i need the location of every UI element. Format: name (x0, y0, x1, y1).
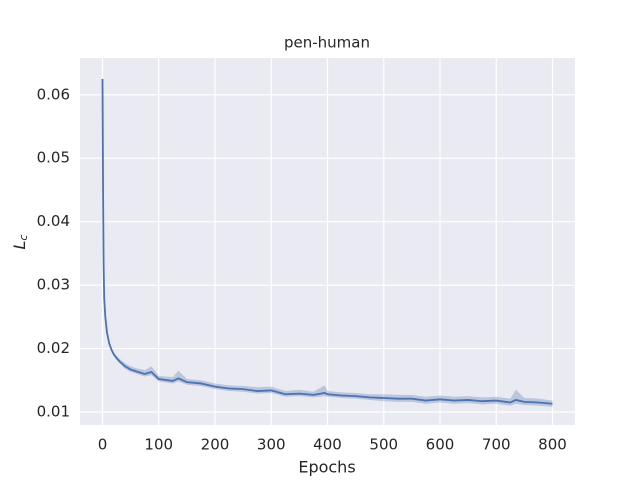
x-axis-label: Epochs (298, 458, 355, 477)
y-tick-label: 0.05 (37, 149, 70, 167)
y-tick-label: 0.02 (37, 339, 70, 357)
x-tick-label: 500 (369, 436, 398, 454)
x-tick-label: 800 (538, 436, 567, 454)
x-tick-label: 200 (201, 436, 230, 454)
y-tick-label: 0.04 (37, 212, 70, 230)
x-tick-label: 700 (482, 436, 511, 454)
y-tick-label: 0.06 (37, 85, 70, 103)
chart-title: pen-human (284, 34, 370, 52)
confidence-band (102, 78, 553, 407)
y-axis-label: Lc (10, 235, 31, 250)
y-tick-label: 0.01 (37, 402, 70, 420)
y-tick-label: 0.03 (37, 276, 70, 294)
y-label-sub: c (17, 235, 30, 241)
x-tick-label: 300 (257, 436, 286, 454)
x-tick-label: 0 (98, 436, 108, 454)
x-tick-label: 400 (313, 436, 342, 454)
y-label-base: L (10, 241, 29, 250)
x-tick-label: 600 (426, 436, 455, 454)
line (101, 78, 553, 405)
x-tick-label: 100 (144, 436, 173, 454)
